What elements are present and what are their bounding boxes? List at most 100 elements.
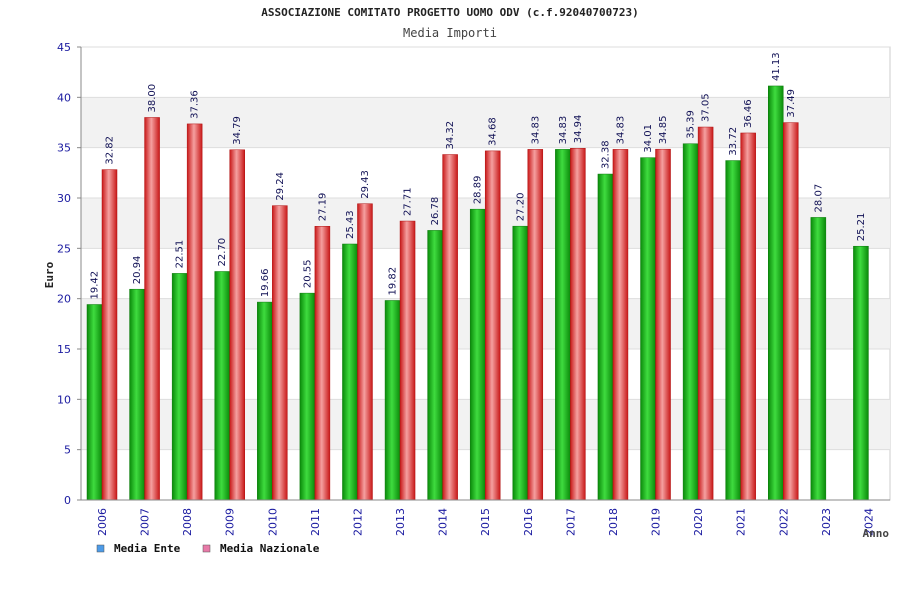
bar-media-ente-2017 <box>555 149 571 501</box>
data-label-media-nazionale-2022: 37.49 <box>786 89 797 118</box>
data-label-media-nazionale-2020: 37.05 <box>701 93 712 122</box>
x-tick-label-2007: 2007 <box>139 508 152 536</box>
data-label-media-ente-2015: 28.89 <box>473 176 484 205</box>
x-tick-label-2018: 2018 <box>607 508 620 536</box>
data-label-media-nazionale-2010: 29.24 <box>275 172 286 201</box>
chart-title: ASSOCIAZIONE COMITATO PROGETTO UOMO ODV … <box>261 6 639 19</box>
bar-media-ente-2023 <box>810 217 827 501</box>
legend-label-media-ente: Media Ente <box>114 542 181 555</box>
y-tick-label: 40 <box>57 91 71 104</box>
bar-media-ente-2016 <box>512 225 529 501</box>
bar-media-nazionale-2018 <box>612 149 629 501</box>
bar-media-ente-2007 <box>129 288 145 501</box>
data-label-media-ente-2011: 20.55 <box>302 259 313 288</box>
data-label-media-nazionale-2011: 27.19 <box>317 193 328 222</box>
x-tick-label-2023: 2023 <box>820 508 833 536</box>
data-label-media-nazionale-2017: 34.94 <box>573 115 584 144</box>
data-label-media-ente-2021: 33.72 <box>728 127 739 156</box>
data-label-media-nazionale-2007: 38.00 <box>147 84 158 113</box>
x-tick-label-2006: 2006 <box>96 508 109 536</box>
x-tick-label-2015: 2015 <box>479 508 492 536</box>
data-label-media-ente-2019: 34.01 <box>643 124 654 153</box>
bar-media-ente-2012 <box>342 243 358 501</box>
x-tick-label-2014: 2014 <box>437 508 450 536</box>
data-label-media-ente-2007: 20.94 <box>132 256 143 285</box>
x-tick-label-2016: 2016 <box>522 508 535 536</box>
data-label-media-nazionale-2013: 27.71 <box>403 187 414 216</box>
data-label-media-ente-2006: 19.42 <box>90 271 101 300</box>
bar-media-ente-2006 <box>86 304 103 501</box>
bar-media-ente-2021 <box>725 160 741 501</box>
data-label-media-ente-2022: 41.13 <box>771 52 782 81</box>
bar-media-nazionale-2013 <box>399 220 416 501</box>
data-labels: 19.42 32.82 20.94 38.00 22.51 37.36 22.70 34.79… <box>90 52 867 299</box>
bar-media-ente-2008 <box>171 273 188 501</box>
y-tick-label: 20 <box>57 293 71 306</box>
data-label-media-ente-2023: 28.07 <box>813 184 824 213</box>
bar-media-ente-2009 <box>214 271 230 501</box>
data-label-media-ente-2009: 22.70 <box>217 238 228 267</box>
x-tick-label-2024: 2024 <box>862 508 875 536</box>
data-label-media-nazionale-2012: 29.43 <box>360 170 371 199</box>
data-label-media-ente-2008: 22.51 <box>175 240 186 269</box>
y-tick-label: 45 <box>57 41 71 54</box>
data-label-media-nazionale-2008: 37.36 <box>190 90 201 119</box>
data-label-media-nazionale-2006: 32.82 <box>105 136 116 165</box>
bar-media-nazionale-2022 <box>783 122 799 501</box>
data-label-media-ente-2017: 34.83 <box>558 116 569 145</box>
y-tick-label: 35 <box>57 142 71 155</box>
data-label-media-nazionale-2009: 34.79 <box>232 116 243 145</box>
data-label-media-ente-2016: 27.20 <box>515 193 526 222</box>
bar-media-ente-2010 <box>257 301 273 501</box>
bar-media-nazionale-2006 <box>101 169 118 501</box>
data-label-media-nazionale-2014: 34.32 <box>445 121 456 150</box>
x-tick-label-2022: 2022 <box>777 508 790 536</box>
bar-media-ente-2022 <box>768 85 784 501</box>
data-label-media-nazionale-2016: 34.83 <box>530 116 541 145</box>
bar-media-nazionale-2020 <box>697 126 714 501</box>
bar-media-ente-2013 <box>384 300 401 501</box>
bar-media-nazionale-2010 <box>272 205 288 501</box>
bar-media-ente-2018 <box>597 173 614 501</box>
x-axis-label: Anno <box>863 527 890 540</box>
y-tick-label: 15 <box>57 343 71 356</box>
data-label-media-ente-2012: 25.43 <box>345 210 356 239</box>
x-tick-label-2013: 2013 <box>394 508 407 536</box>
data-label-media-ente-2010: 19.66 <box>260 268 271 297</box>
y-tick-label: 5 <box>64 444 71 457</box>
y-axis: 0 5 10 15 20 25 30 35 40 45 <box>57 41 82 507</box>
bar-media-ente-2020 <box>682 143 699 501</box>
x-tick-label-2008: 2008 <box>181 508 194 536</box>
data-label-media-ente-2024: 25.21 <box>856 213 867 242</box>
bar-media-nazionale-2015 <box>484 150 501 501</box>
y-tick-label: 10 <box>57 393 71 406</box>
bar-media-nazionale-2007 <box>144 117 160 501</box>
bar-media-ente-2024 <box>853 245 869 501</box>
data-label-media-ente-2013: 19.82 <box>388 267 399 296</box>
legend: Media Ente Media Nazionale <box>96 542 320 555</box>
x-tick-label-2009: 2009 <box>224 508 237 536</box>
bar-media-ente-2019 <box>640 157 656 501</box>
legend-label-media-nazionale: Media Nazionale <box>220 542 320 555</box>
bar-media-nazionale-2016 <box>527 149 544 501</box>
y-tick-label: 30 <box>57 192 71 205</box>
data-label-media-nazionale-2021: 36.46 <box>743 99 754 128</box>
y-tick-label: 25 <box>57 242 71 255</box>
data-label-media-ente-2020: 35.39 <box>686 110 697 139</box>
bar-media-ente-2015 <box>469 208 486 501</box>
x-tick-label-2010: 2010 <box>266 508 279 536</box>
legend-swatch-media-nazionale <box>202 544 211 553</box>
x-tick-label-2011: 2011 <box>309 508 322 536</box>
legend-swatch-media-ente <box>96 544 105 553</box>
bars <box>86 85 869 501</box>
x-tick-label-2019: 2019 <box>650 508 663 536</box>
x-tick-label-2020: 2020 <box>692 508 705 536</box>
data-label-media-nazionale-2015: 34.68 <box>488 117 499 146</box>
bar-media-nazionale-2019 <box>655 148 671 501</box>
y-axis-label: Euro <box>43 261 56 288</box>
bar-media-nazionale-2012 <box>357 203 373 501</box>
x-axis: 2006 2007 2008 2009 2010 2011 2012 2013 2014 2015… <box>81 499 890 536</box>
x-tick-label-2021: 2021 <box>735 508 748 536</box>
data-label-media-ente-2018: 32.38 <box>600 140 611 169</box>
bar-media-nazionale-2017 <box>570 148 586 501</box>
